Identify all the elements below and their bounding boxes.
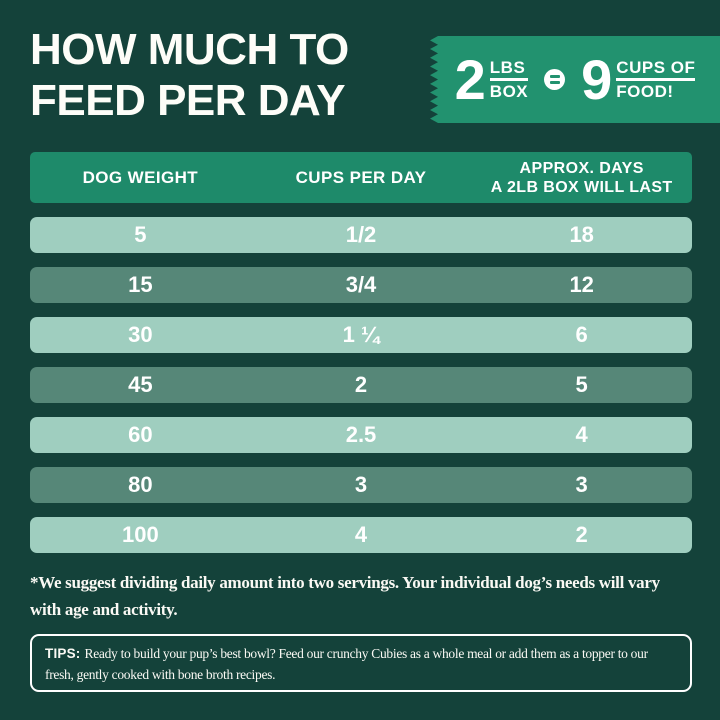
equals-icon bbox=[544, 69, 566, 90]
table-row: 80 3 3 bbox=[30, 467, 692, 503]
cell-days-last: 2 bbox=[575, 522, 588, 547]
header-days-box-lasts-line1: APPROX. DAYS bbox=[519, 159, 644, 177]
page-title: HOW MUCH TO FEED PER DAY bbox=[30, 24, 349, 126]
tips-text: Ready to build your pup’s best bowl? Fee… bbox=[45, 646, 648, 682]
cell-cups-per-day: 2.5 bbox=[345, 422, 377, 447]
badge-cups-unit-bottom: FOOD! bbox=[616, 82, 674, 101]
cell-cups-per-day: 3/4 bbox=[345, 272, 377, 297]
cell-cups-per-day: 3 bbox=[354, 472, 368, 497]
tips-box: TIPS: Ready to build your pup’s best bowl… bbox=[30, 634, 692, 692]
table-header-row: DOG WEIGHT CUPS PER DAY APPROX. DAYS A 2… bbox=[30, 152, 692, 203]
cell-cups-per-day: 1 ¼ bbox=[342, 322, 380, 347]
equivalence-badge-content: 2 LBS BOX 9 CUPS OF FOOD! bbox=[454, 47, 696, 111]
equivalence-badge: 2 LBS BOX 9 CUPS OF FOOD! bbox=[430, 36, 720, 123]
table-row: 30 1 ¼ 6 bbox=[30, 317, 692, 353]
cell-dog-weight: 60 bbox=[128, 422, 153, 447]
badge-box-unit-bottom: BOX bbox=[489, 82, 529, 101]
cell-cups-per-day: 2 bbox=[354, 372, 368, 397]
table-row: 45 2 5 bbox=[30, 367, 692, 403]
badge-box-value: 2 bbox=[454, 47, 486, 111]
page-title-line1: HOW MUCH TO bbox=[30, 25, 349, 74]
header-cups-per-day: CUPS PER DAY bbox=[295, 167, 427, 187]
tips-label: TIPS: bbox=[45, 646, 81, 661]
table-row: 60 2.5 4 bbox=[30, 417, 692, 453]
footnote-text: *We suggest dividing daily amount into t… bbox=[30, 573, 660, 619]
table-row: 100 4 2 bbox=[30, 517, 692, 553]
cell-cups-per-day: 4 bbox=[354, 522, 368, 547]
cell-dog-weight: 45 bbox=[128, 372, 153, 397]
cell-days-last: 12 bbox=[569, 272, 594, 297]
header-dog-weight: DOG WEIGHT bbox=[82, 167, 199, 187]
table-row: 5 1/2 18 bbox=[30, 217, 692, 253]
header-days-box-lasts-line2: A 2LB BOX WILL LAST bbox=[490, 178, 673, 196]
cell-dog-weight: 5 bbox=[134, 222, 147, 247]
header-days-box-lasts: APPROX. DAYS A 2LB BOX WILL LAST bbox=[471, 159, 692, 197]
cell-dog-weight: 15 bbox=[128, 272, 153, 297]
badge-cups-unit-top: CUPS OF bbox=[616, 58, 696, 81]
feeding-table: DOG WEIGHT CUPS PER DAY APPROX. DAYS A 2… bbox=[30, 152, 692, 553]
badge-box-unit-top: LBS bbox=[489, 58, 529, 81]
page-title-line2: FEED PER DAY bbox=[30, 76, 346, 125]
cell-days-last: 4 bbox=[575, 422, 588, 447]
badge-cups-unit: CUPS OF FOOD! bbox=[616, 58, 696, 101]
cell-cups-per-day: 1/2 bbox=[345, 222, 377, 247]
badge-box-unit: LBS BOX bbox=[489, 58, 529, 101]
cell-days-last: 3 bbox=[575, 472, 588, 497]
cell-dog-weight: 100 bbox=[121, 522, 159, 547]
table-row: 15 3/4 12 bbox=[30, 267, 692, 303]
cell-days-last: 6 bbox=[575, 322, 588, 347]
cell-dog-weight: 80 bbox=[128, 472, 153, 497]
cell-dog-weight: 30 bbox=[128, 322, 153, 347]
cell-days-last: 18 bbox=[569, 222, 594, 247]
badge-cups-value: 9 bbox=[581, 47, 612, 111]
cell-days-last: 5 bbox=[575, 372, 588, 397]
